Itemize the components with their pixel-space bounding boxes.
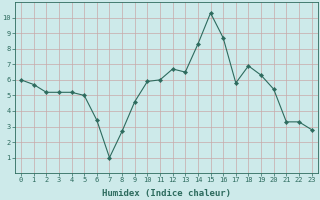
- X-axis label: Humidex (Indice chaleur): Humidex (Indice chaleur): [102, 189, 231, 198]
